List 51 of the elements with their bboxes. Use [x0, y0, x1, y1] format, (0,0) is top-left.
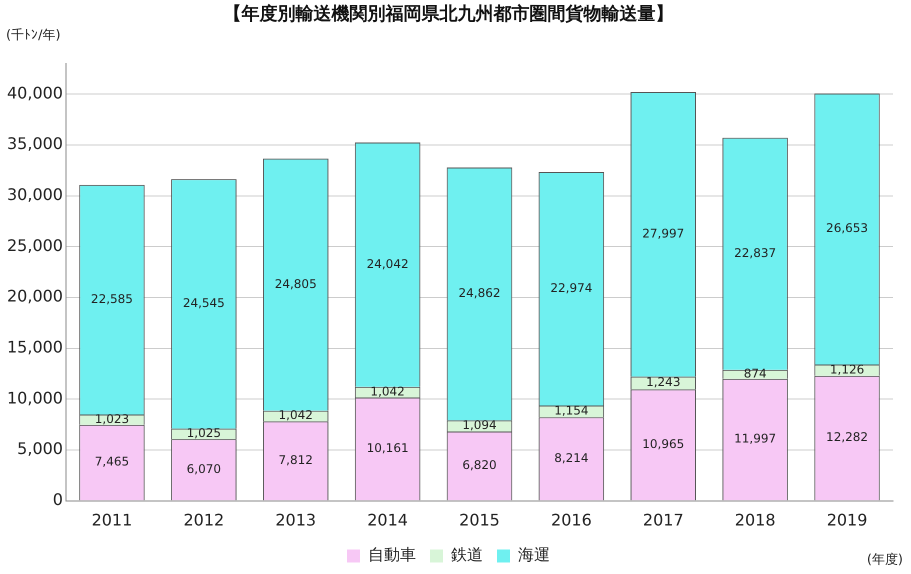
- data-label: 22,974: [550, 280, 592, 295]
- data-label: 27,997: [642, 226, 684, 240]
- data-label: 6,070: [186, 462, 221, 476]
- data-label: 6,820: [462, 458, 497, 472]
- x-axis-title: (年度): [866, 551, 903, 568]
- data-label: 1,094: [462, 418, 497, 432]
- x-tick-label: 2014: [367, 510, 408, 530]
- legend-label: 海運: [518, 545, 550, 564]
- chart-title: 【年度別輸送機関別福岡県北九州都市圏間貨物輸送量】: [224, 3, 674, 24]
- y-tick-label: 35,000: [7, 134, 63, 154]
- data-label: 1,042: [370, 384, 405, 398]
- data-label: 10,161: [366, 441, 409, 456]
- x-tick-label: 2011: [92, 510, 132, 530]
- x-tick-label: 2017: [642, 510, 684, 530]
- data-label: 24,042: [366, 256, 409, 271]
- data-label: 11,997: [734, 432, 776, 446]
- data-label: 12,282: [826, 430, 868, 444]
- data-label: 7,812: [278, 452, 313, 467]
- y-tick-label: 10,000: [7, 388, 63, 408]
- data-label: 26,653: [826, 221, 868, 236]
- data-label: 1,126: [830, 362, 864, 376]
- data-label: 8,214: [554, 450, 589, 465]
- y-tick-label: 20,000: [7, 286, 63, 306]
- y-tick-label: 40,000: [7, 83, 63, 102]
- data-label: 24,805: [274, 276, 317, 291]
- legend-label: 自動車: [368, 545, 416, 564]
- x-tick-label: 2018: [734, 510, 776, 530]
- y-axis-title: (千ﾄﾝ/年): [6, 28, 61, 43]
- y-tick-label: 15,000: [7, 337, 63, 356]
- data-label: 22,585: [90, 292, 133, 306]
- data-label: 22,837: [734, 246, 776, 260]
- data-label: 1,243: [646, 375, 680, 390]
- data-label: 1,025: [186, 426, 221, 440]
- data-label: 24,862: [458, 286, 500, 300]
- data-label: 874: [744, 366, 767, 381]
- x-tick-label: 2015: [459, 510, 500, 530]
- data-label: 7,465: [94, 454, 130, 469]
- data-label: 10,965: [642, 436, 684, 451]
- data-label: 1,023: [94, 412, 130, 426]
- data-label: 24,545: [182, 296, 225, 310]
- y-tick-label: 0: [52, 490, 63, 509]
- x-tick-label: 2019: [826, 510, 868, 530]
- data-label: 1,042: [278, 408, 313, 422]
- x-tick-label: 2012: [183, 510, 224, 530]
- x-tick-label: 2016: [551, 510, 592, 530]
- data-label: 1,154: [554, 404, 589, 418]
- y-tick-label: 25,000: [7, 236, 63, 255]
- legend-label: 鉄道: [451, 545, 483, 564]
- y-tick-label: 5,000: [17, 439, 63, 458]
- x-tick-label: 2013: [275, 510, 316, 530]
- y-tick-label: 30,000: [7, 184, 63, 204]
